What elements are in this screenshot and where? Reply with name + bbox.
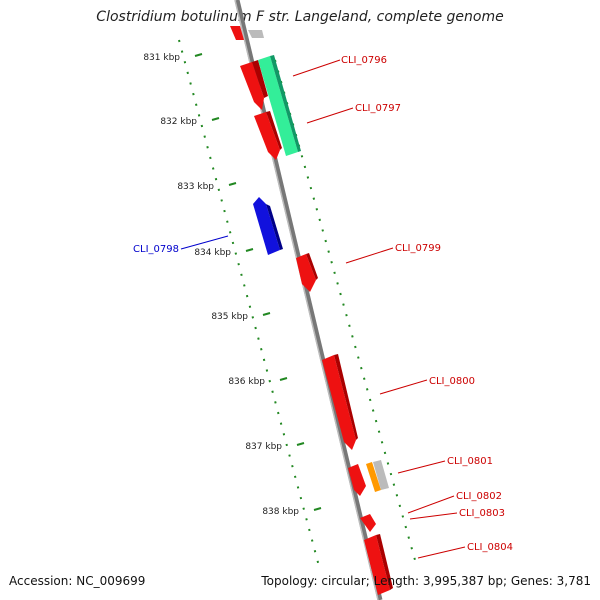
callout-lines (180, 59, 466, 559)
gene-cli-0801 (348, 464, 366, 496)
kbp-tick-mark (262, 312, 271, 316)
gene-orange-feature (366, 462, 381, 492)
gene-cli-0799 (296, 254, 316, 292)
gene-label-cli-0798[interactable]: CLI_0798 (133, 244, 179, 255)
gene-rna-0797 (258, 56, 298, 156)
kbp-tick-mark (194, 53, 203, 57)
gene-cli-0798 (253, 197, 280, 255)
gene-gray-feature (373, 460, 389, 490)
gene-partial-top (230, 26, 244, 40)
callout-line-0803 (409, 512, 458, 520)
gene-label-cli-0801[interactable]: CLI_0801 (447, 456, 493, 467)
gene-cli-0800-shade (334, 354, 358, 440)
gene-rna-0797-shade (270, 55, 301, 152)
callout-line-0801 (397, 460, 446, 474)
callout-line-0800 (379, 379, 428, 395)
gene-label-cli-0803[interactable]: CLI_0803 (459, 508, 505, 519)
kbp-tick-mark (313, 507, 322, 511)
kbp-tick-mark (245, 248, 254, 252)
kbp-tick-mark (228, 182, 237, 186)
gene-features (230, 26, 393, 595)
gene-cli-0804-shade (376, 534, 393, 590)
gene-label-cli-0804[interactable]: CLI_0804 (467, 542, 513, 553)
inner-track-dots (178, 39, 321, 571)
kbp-ticks: 831 kbp 832 kbp 833 kbp 834 kbp 835 kbp 836 k… (143, 53, 322, 517)
callout-line-0802 (407, 495, 455, 514)
gene-label-cli-0800[interactable]: CLI_0800 (429, 376, 475, 387)
kbp-tick-label: 832 kbp (160, 117, 197, 127)
gene-cli-0798-shade (266, 204, 283, 250)
gene-label-cli-0799[interactable]: CLI_0799 (395, 243, 441, 254)
callout-line-0797 (306, 107, 354, 124)
map-title: Clostridium botulinum F str. Langeland, … (96, 9, 504, 25)
kbp-tick-label: 835 kbp (211, 312, 248, 322)
gene-cli-0802 (360, 514, 376, 532)
kbp-tick-label: 831 kbp (143, 53, 180, 63)
kbp-tick-label: 837 kbp (245, 442, 282, 452)
accession-text: Accession: NC_009699 (9, 574, 146, 588)
kbp-tick-mark (296, 442, 305, 446)
gene-cli-0800 (322, 355, 356, 450)
callout-line-0804 (417, 546, 466, 559)
gene-cli-0804 (364, 535, 390, 595)
gene-cli-0797 (254, 112, 280, 160)
gene-cli-0799-shade (306, 253, 318, 280)
gene-labels: CLI_0796 CLI_0797 CLI_0798 CLI_0799 CLI_0800… (133, 55, 513, 553)
gene-cli-0796 (240, 62, 264, 110)
gene-partial-top-gray (248, 30, 264, 38)
gene-cli-0796-shade (252, 60, 268, 98)
gene-label-cli-0796[interactable]: CLI_0796 (341, 55, 387, 66)
callout-line-0796 (292, 59, 341, 77)
kbp-tick-label: 838 kbp (262, 507, 299, 517)
gene-label-cli-0797[interactable]: CLI_0797 (355, 103, 401, 114)
gene-cli-0797-shade (266, 111, 282, 150)
genome-summary: Topology: circular; Length: 3,995,387 bp… (261, 574, 591, 588)
gene-label-cli-0802[interactable]: CLI_0802 (456, 491, 502, 502)
callout-line-0798 (180, 235, 229, 250)
kbp-tick-mark (279, 377, 288, 381)
kbp-tick-label: 834 kbp (194, 248, 231, 258)
kbp-tick-mark (211, 117, 220, 121)
kbp-tick-label: 833 kbp (177, 182, 214, 192)
callout-line-0799 (345, 247, 394, 264)
kbp-tick-label: 836 kbp (228, 377, 265, 387)
